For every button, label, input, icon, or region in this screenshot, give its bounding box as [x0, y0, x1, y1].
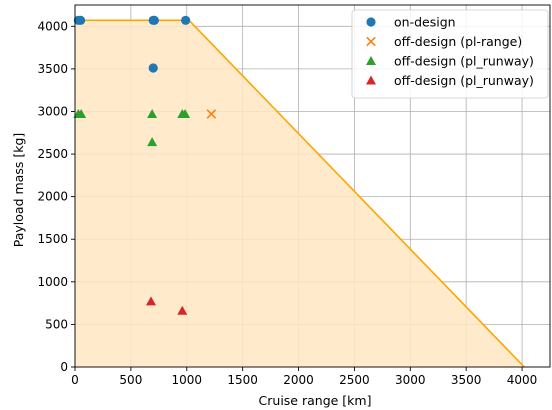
y-tick-label: 4000: [37, 19, 68, 33]
x-tick-label: 2500: [339, 373, 370, 387]
x-tick-label: 1000: [171, 373, 202, 387]
x-tick-label: 4000: [507, 373, 538, 387]
legend-label: off-design (pl_runway): [394, 54, 534, 69]
data-point: [147, 109, 158, 119]
y-tick-label: 3000: [37, 104, 68, 118]
series-2: [73, 109, 191, 147]
legend-marker: [366, 75, 376, 85]
data-point: [177, 305, 188, 315]
y-tick-label: 3500: [37, 62, 68, 76]
y-tick-label: 0: [60, 360, 68, 374]
series-3: [146, 296, 188, 315]
data-point: [146, 296, 156, 306]
y-tick-label: 2000: [37, 190, 68, 204]
x-axis-title: Cruise range [km]: [259, 393, 372, 408]
data-point: [206, 109, 217, 119]
data-points: [73, 15, 217, 315]
legend-marker: [366, 56, 376, 65]
data-point: [180, 109, 191, 119]
y-tick-label: 1000: [37, 275, 68, 289]
plot-frame: [74, 4, 551, 368]
x-tick-label: 500: [119, 373, 142, 387]
y-tick-label: 500: [45, 317, 68, 331]
legend-box: [351, 9, 549, 99]
axis-ticks: 0 500 1000 1500 2000 2500 3000 3500 4000 0 500 1000…: [37, 19, 537, 387]
y-axis-title: Payload mass [kg]: [11, 133, 26, 247]
legend-marker: [366, 36, 376, 47]
legend-marker: [366, 17, 376, 27]
data-point: [147, 137, 158, 147]
data-point: [149, 15, 159, 25]
x-tick-label: 3500: [451, 373, 482, 387]
x-tick-label: 1500: [227, 373, 258, 387]
series-1: [206, 109, 217, 119]
data-point: [75, 15, 86, 25]
series-0: [73, 15, 191, 73]
envelope-fill: [75, 20, 525, 368]
x-tick-label: 0: [71, 373, 79, 387]
legend-label: off-design (pl_runway): [394, 73, 534, 88]
legend-label: on-design: [394, 15, 456, 30]
legend-label: off-design (pl-range): [394, 34, 522, 49]
legend: on-design off-design (pl-range) off-design…: [351, 9, 549, 99]
data-point: [76, 109, 87, 119]
data-point: [181, 15, 191, 25]
x-tick-label: 2000: [283, 373, 314, 387]
x-tick-label: 3000: [395, 373, 426, 387]
data-point: [148, 63, 158, 73]
y-tick-label: 1500: [37, 232, 68, 246]
plot-spines: [74, 4, 551, 368]
y-tick-label: 2500: [37, 147, 68, 161]
